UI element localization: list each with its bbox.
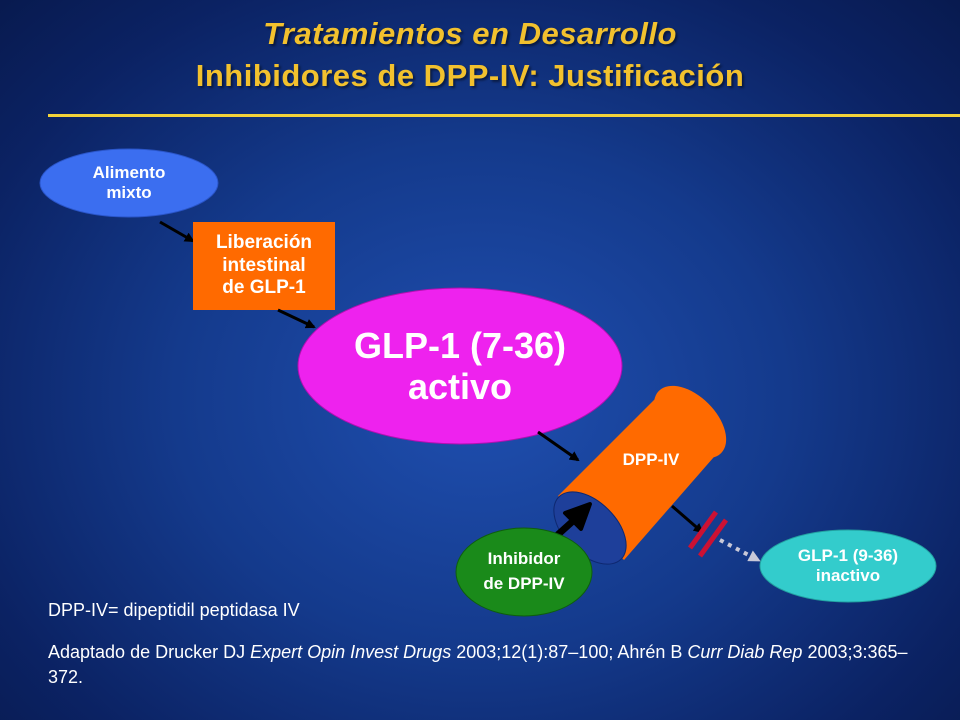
alimento-node-shape (39, 148, 219, 218)
glp1-inactive-node-shape (759, 529, 937, 603)
ref-text-2: 2003;12(1):87–100; Ahrén B (451, 642, 688, 662)
ref-text-3: 2003;3:365–372. (48, 642, 908, 688)
glp1-active-node-shape (297, 287, 623, 445)
arrow-alimento-to-liberacion (159, 220, 195, 243)
liberacion-node-shape (193, 222, 335, 310)
arrow-liberacion-to-glp1 (277, 308, 316, 329)
title-line-1: Tratamientos en Desarrollo (263, 16, 677, 51)
ref-journal-1: Expert Opin Invest Drugs (250, 642, 452, 662)
arrow-glp1-to-dppiv (537, 430, 580, 462)
dotted-arrow-to-inactive (719, 538, 761, 562)
footnote-definition: DPP-IV= dipeptidil peptidasa IV (48, 600, 300, 620)
inhibidor-node-shape (455, 527, 593, 617)
glp1-active-label: GLP-1 (7-36) activo (353, 324, 567, 407)
title-underline (48, 114, 960, 117)
dppiv-label: DPP-IV (622, 449, 680, 469)
inhibidor-label: Inhibidor de DPP-IV (483, 549, 565, 593)
ref-text-1: Adaptado de Drucker DJ (48, 642, 251, 662)
glp1-inactive-label: GLP-1 (9-36) inactivo (797, 545, 899, 585)
ref-journal-2: Curr Diab Rep (687, 642, 803, 662)
double-slash-block-icon (687, 510, 729, 558)
arrow-dppiv-out (671, 504, 704, 534)
alimento-label: Alimento mixto (92, 162, 166, 202)
liberacion-label: Liberación intestinal de GLP-1 (215, 231, 313, 299)
title-line-2: Inhibidores de DPP-IV: Justificación (195, 58, 745, 93)
footnote-reference: Adaptado de Drucker DJ Expert Opin Inves… (48, 640, 928, 690)
